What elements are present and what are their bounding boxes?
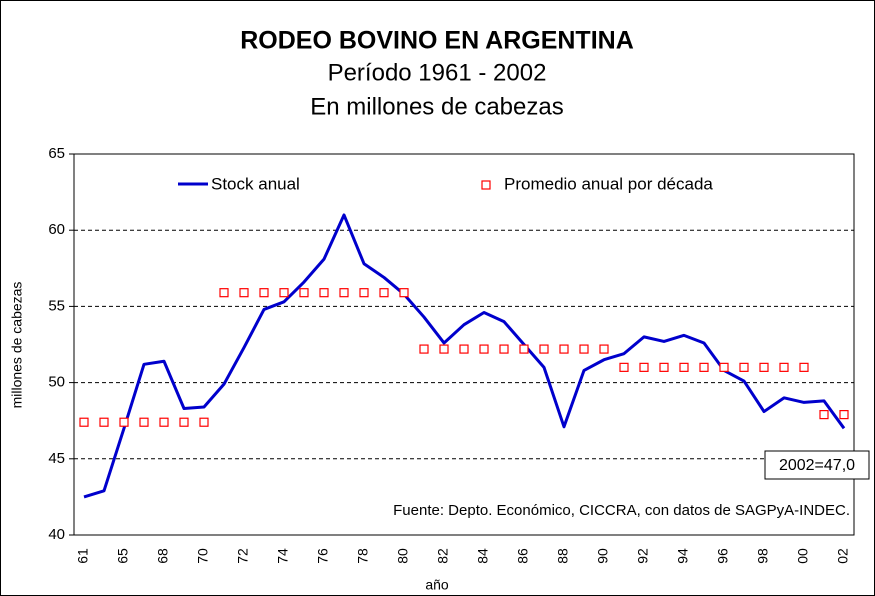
data-marker — [479, 344, 489, 354]
x-tick-label: 72 — [235, 548, 251, 564]
x-tick-label: 78 — [355, 548, 371, 564]
data-marker — [259, 288, 269, 298]
data-marker — [579, 344, 589, 354]
y-tick-label: 65 — [48, 145, 65, 162]
x-tick-label: 80 — [395, 548, 411, 564]
data-marker — [759, 362, 769, 372]
chart-title: RODEO BOVINO EN ARGENTINA — [240, 27, 634, 55]
x-tick-label: 65 — [115, 548, 131, 564]
plot-border — [73, 153, 855, 536]
data-marker — [379, 288, 389, 298]
x-tick-label: 88 — [555, 548, 571, 564]
data-marker — [199, 417, 209, 427]
data-marker — [699, 362, 709, 372]
data-marker — [319, 288, 329, 298]
chart-subtitle: En millones de cabezas — [310, 93, 563, 120]
data-marker — [179, 417, 189, 427]
data-marker — [459, 344, 469, 354]
x-tick-label: 86 — [515, 548, 531, 564]
data-marker — [239, 288, 249, 298]
x-tick-label: 90 — [595, 548, 611, 564]
annotation-box — [764, 450, 870, 480]
data-marker — [799, 362, 809, 372]
data-line — [83, 213, 846, 499]
data-marker — [819, 410, 829, 420]
data-marker — [639, 362, 649, 372]
x-tick-label: 82 — [435, 548, 451, 564]
data-marker — [739, 362, 749, 372]
x-tick-label: 94 — [675, 548, 691, 564]
chart-subtitle: Período 1961 - 2002 — [328, 59, 547, 86]
data-marker — [499, 344, 509, 354]
x-tick-label: 61 — [75, 548, 91, 564]
data-marker — [839, 410, 849, 420]
data-marker — [299, 288, 309, 298]
data-marker — [419, 344, 429, 354]
x-tick-label: 70 — [195, 548, 211, 564]
y-tick-label: 60 — [48, 221, 65, 238]
data-marker — [599, 344, 609, 354]
data-marker — [659, 362, 669, 372]
source-note: Fuente: Depto. Económico, CICCRA, con da… — [393, 502, 850, 519]
x-tick-label: 98 — [755, 548, 771, 564]
data-marker — [619, 362, 629, 372]
data-marker — [399, 288, 409, 298]
data-marker — [339, 288, 349, 298]
y-tick-label: 50 — [48, 374, 65, 391]
data-marker — [159, 417, 169, 427]
y-axis-label: millones de cabezas — [9, 282, 25, 409]
data-marker — [679, 362, 689, 372]
legend-label: Stock anual — [211, 174, 300, 193]
x-tick-label: 68 — [155, 548, 171, 564]
data-marker — [279, 288, 289, 298]
y-tick-label: 55 — [48, 297, 65, 314]
x-tick-label: 96 — [715, 548, 731, 564]
x-tick-label: 74 — [275, 548, 291, 564]
x-tick-label: 02 — [835, 548, 851, 564]
data-marker — [539, 344, 549, 354]
x-axis-label: año — [425, 577, 449, 593]
annotation: 2002=47,0 — [779, 457, 855, 474]
data-marker — [139, 417, 149, 427]
data-marker — [519, 344, 529, 354]
data-marker — [79, 417, 89, 427]
x-tick-label: 92 — [635, 548, 651, 564]
x-tick-label: 00 — [795, 548, 811, 564]
data-marker — [439, 344, 449, 354]
data-marker — [779, 362, 789, 372]
x-tick-label: 84 — [475, 548, 491, 564]
data-marker — [99, 417, 109, 427]
data-marker — [559, 344, 569, 354]
legend-swatch — [481, 180, 491, 190]
data-marker — [719, 362, 729, 372]
data-marker — [359, 288, 369, 298]
x-tick-label: 76 — [315, 548, 331, 564]
legend-label: Promedio anual por década — [504, 174, 713, 193]
y-tick-label: 45 — [48, 450, 65, 467]
y-tick-label: 40 — [48, 526, 65, 543]
data-marker — [219, 288, 229, 298]
data-marker — [119, 417, 129, 427]
